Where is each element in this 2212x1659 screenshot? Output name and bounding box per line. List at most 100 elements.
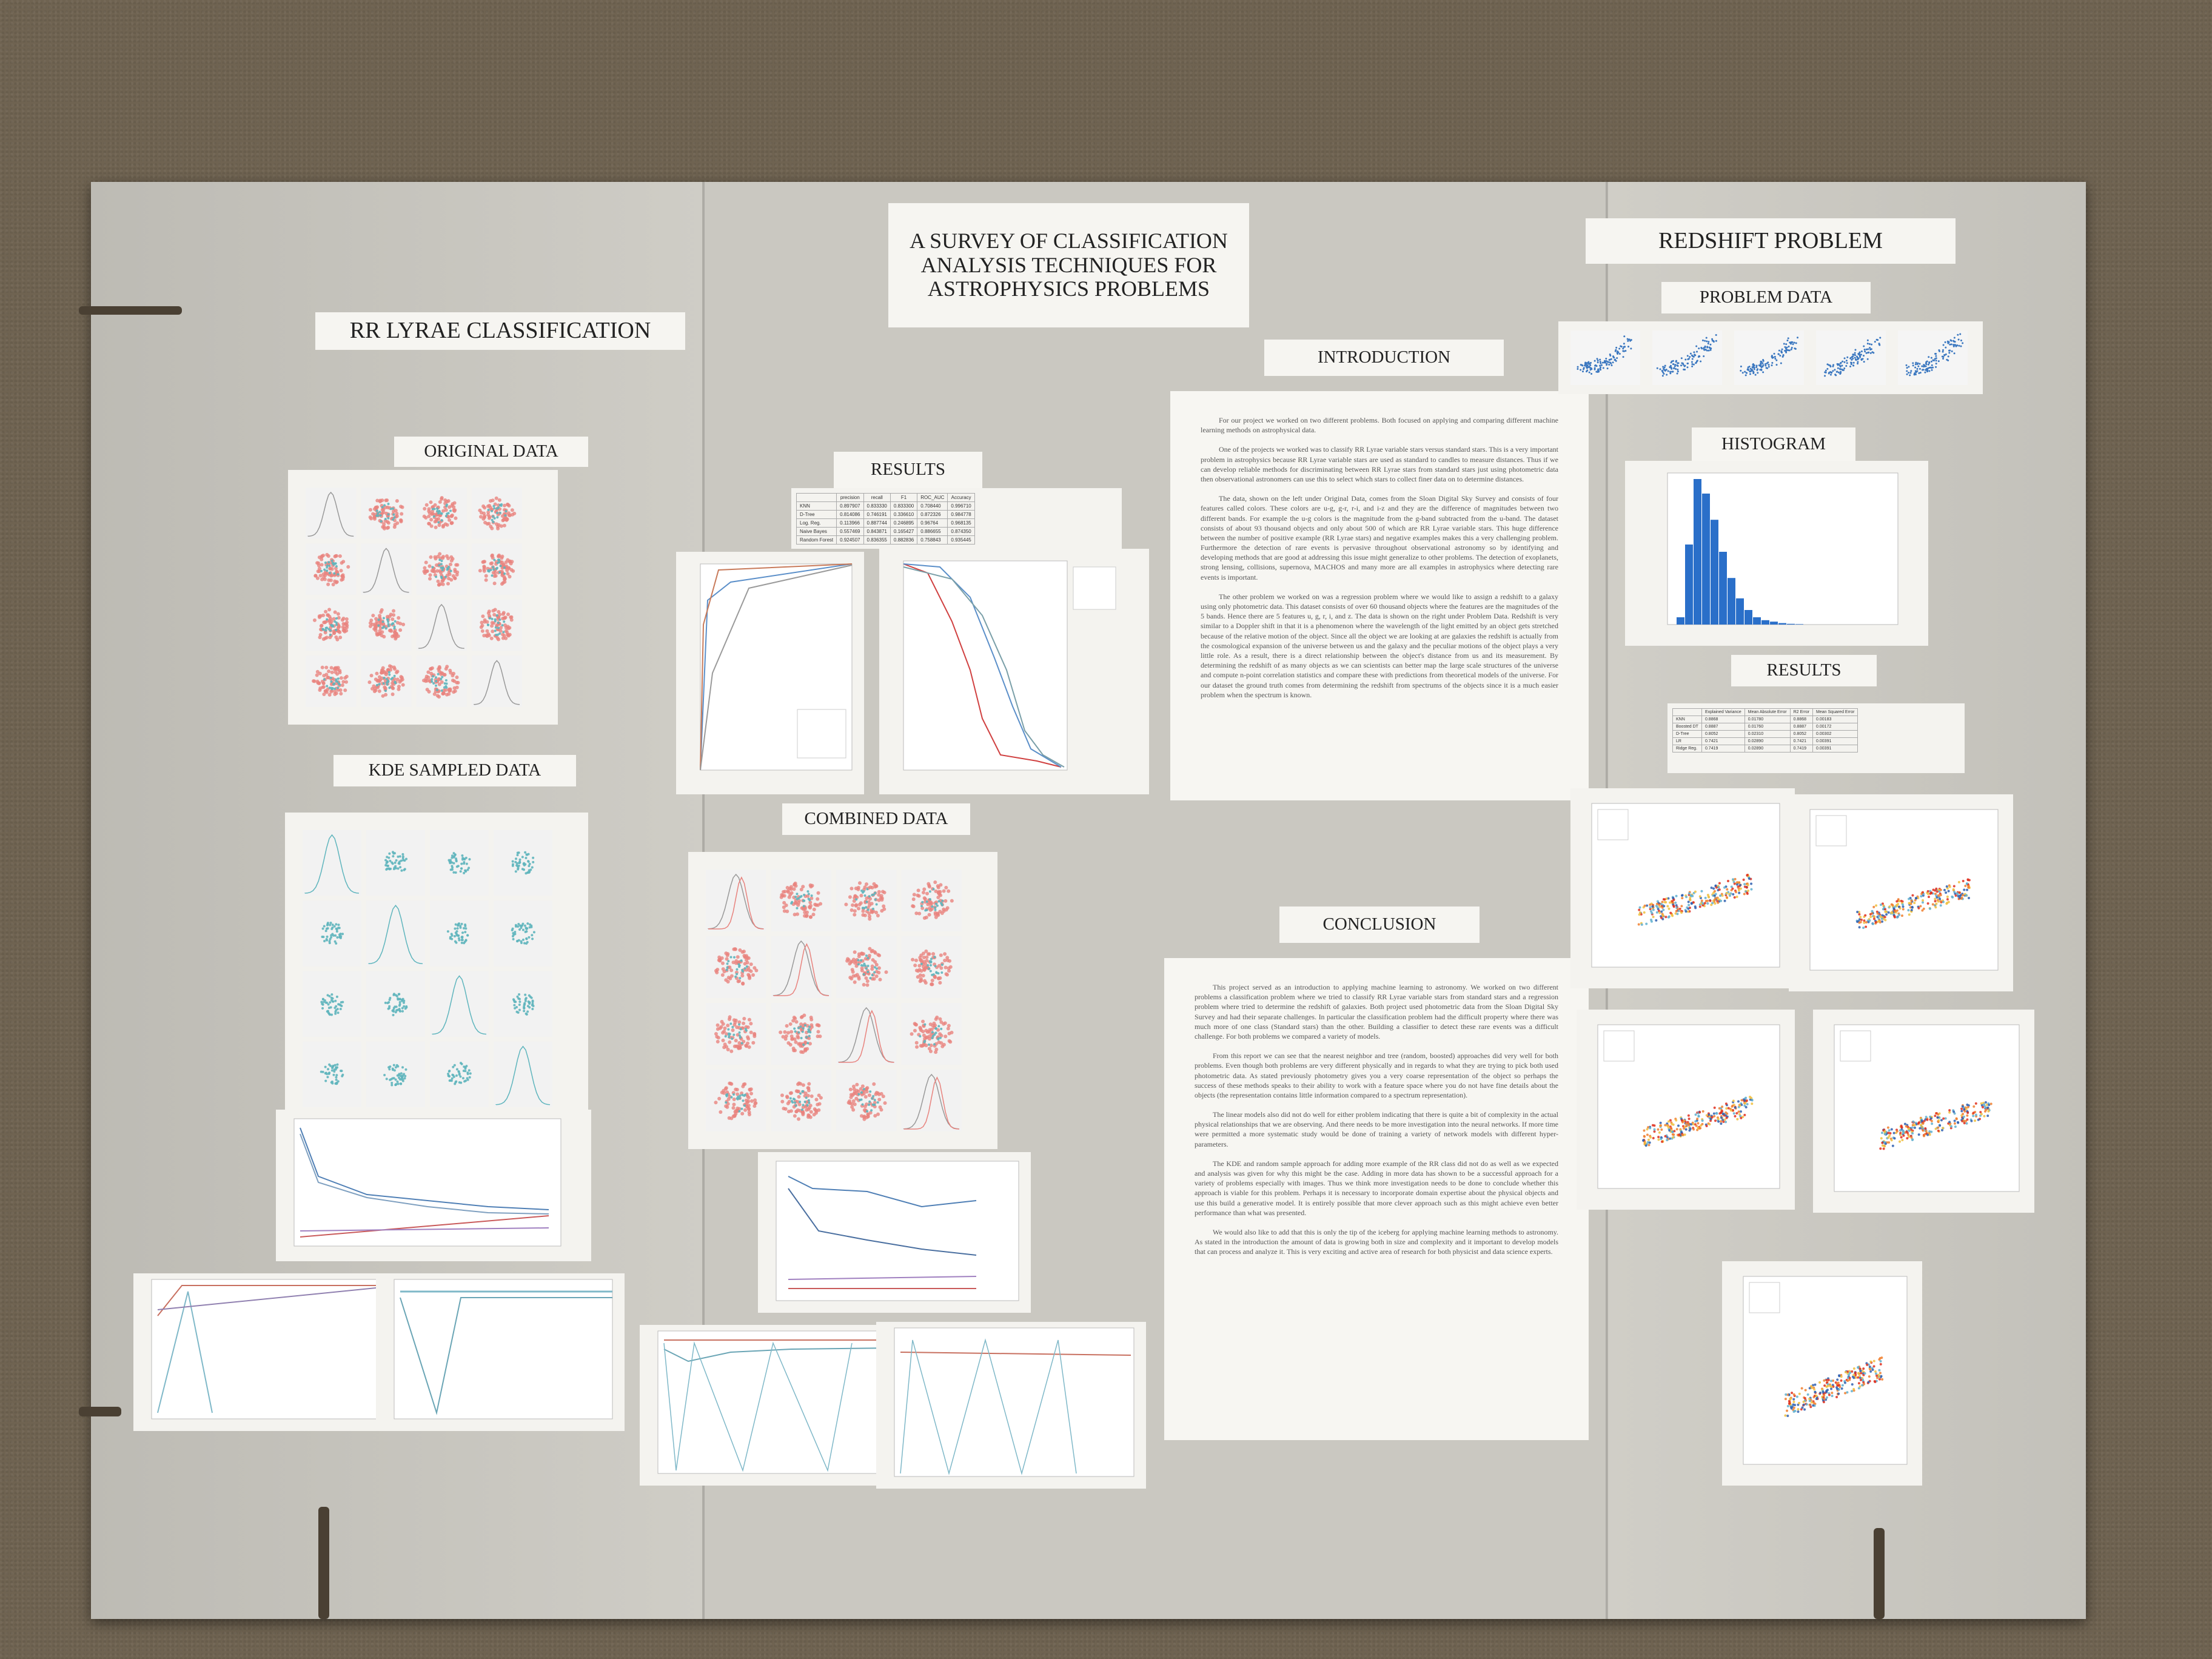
table-cell: 0.882836 — [890, 535, 918, 545]
table-row: KNN 0.897907 0.833330 0.833300 0.708440 0.996… — [796, 501, 975, 511]
redshift-prediction-figure — [1722, 1261, 1922, 1486]
table-cell: 0.02890 — [1744, 737, 1791, 745]
intro-paragraph: The other problem we worked on was a reg… — [1201, 592, 1558, 699]
table-row: Log. Reg. 0.113966 0.887744 0.246895 0.96764… — [796, 518, 975, 528]
table-header-cell: R2 Error — [1789, 708, 1814, 716]
pairplot-figure — [306, 488, 522, 707]
learning-curve-figure — [276, 1110, 591, 1261]
table-cell: 0.924507 — [836, 535, 864, 545]
accuracy-curve-plot — [894, 1327, 1134, 1477]
redshift-prediction-figure — [1577, 1010, 1795, 1210]
board-slot — [318, 1507, 329, 1619]
conclusion-text: This project served as an introduction t… — [1164, 958, 1589, 1440]
histogram-bar — [1795, 624, 1803, 625]
table-cell: 0.02890 — [1744, 745, 1791, 752]
original-data-pairplot — [288, 470, 558, 725]
table-header-cell: Mean Squared Error — [1812, 708, 1858, 716]
poster-title: A SURVEY OF CLASSIFICATION ANALYSIS TECH… — [888, 203, 1249, 327]
table-cell: KNN — [1672, 716, 1702, 723]
conclusion-heading: CONCLUSION — [1279, 907, 1480, 943]
intro-paragraph: One of the projects we worked was to cla… — [1201, 445, 1558, 483]
table-cell: 0.00172 — [1812, 723, 1858, 731]
table-cell: 0.00302 — [1812, 730, 1858, 738]
combined-data-pairplot — [688, 852, 997, 1149]
table-cell: 0.8052 — [1701, 730, 1745, 738]
table-cell: 0.7419 — [1701, 745, 1745, 752]
table-cell: 0.872326 — [917, 510, 948, 519]
table-cell: 0.746191 — [863, 510, 891, 519]
conclusion-paragraph: The KDE and random sample approach for a… — [1195, 1159, 1558, 1217]
table-cell: 0.7421 — [1701, 737, 1745, 745]
introduction-text: For our project we worked on two differe… — [1170, 391, 1589, 800]
redshift-histogram — [1667, 472, 1899, 625]
table-header-cell: Explained Variance — [1701, 708, 1745, 716]
roc-curve-figure — [676, 552, 864, 794]
intro-paragraph: For our project we worked on two differe… — [1201, 416, 1558, 435]
table-cell: 0.7419 — [1789, 745, 1814, 752]
precision-recall-figure — [879, 549, 1149, 794]
table-header-cell — [1672, 708, 1702, 716]
introduction-heading: INTRODUCTION — [1264, 340, 1504, 376]
prediction-scatter — [1597, 1024, 1780, 1189]
histogram-bar — [1702, 494, 1710, 625]
table-cell: 0.01760 — [1744, 723, 1791, 731]
combined-accuracy-figure-2 — [876, 1322, 1146, 1489]
rr-lyrae-heading: RR LYRAE CLASSIFICATION — [315, 312, 685, 350]
prediction-scatter — [1834, 1024, 2020, 1192]
table-cell: 0.996710 — [947, 501, 975, 511]
pairplot-figure — [706, 870, 962, 1131]
table-cell: 0.984778 — [947, 510, 975, 519]
conclusion-paragraph: This project served as an introduction t… — [1195, 983, 1558, 1041]
table-row: LR 0.7421 0.02890 0.7421 0.00391 — [1672, 737, 1858, 745]
board-slot — [1874, 1528, 1885, 1619]
board-slot — [79, 1407, 121, 1416]
table-cell: 0.246895 — [890, 518, 918, 528]
rr-results-table: precision recall F1 ROC_AUC Accuracy KNN 0.897… — [796, 493, 975, 545]
table-header-cell: F1 — [890, 493, 918, 502]
prediction-scatter — [1809, 809, 1999, 971]
table-cell: 0.00183 — [1812, 716, 1858, 723]
histogram-bar — [1736, 598, 1744, 625]
histogram-bar — [1744, 610, 1752, 625]
pairplot-figure — [303, 830, 552, 1107]
table-cell: 0.833330 — [863, 501, 891, 511]
kde-sampled-data-heading: KDE SAMPLED DATA — [333, 755, 576, 786]
results-heading-right: RESULTS — [1731, 655, 1877, 686]
table-cell: Log. Reg. — [796, 518, 837, 528]
table-cell: 0.02310 — [1744, 730, 1791, 738]
table-header-cell: recall — [863, 493, 891, 502]
accuracy-curve-plot — [394, 1279, 613, 1419]
original-data-heading: ORIGINAL DATA — [394, 437, 588, 467]
histogram-bar — [1770, 622, 1778, 625]
histogram-bar — [1761, 620, 1769, 625]
redshift-problem-heading: REDSHIFT PROBLEM — [1586, 218, 1956, 264]
table-cell: 0.836355 — [863, 535, 891, 545]
histogram-bar — [1685, 545, 1693, 625]
combined-learning-curve-figure — [758, 1152, 1031, 1313]
table-header-cell: Mean Absolute Error — [1744, 708, 1791, 716]
table-cell: D-Tree — [1672, 730, 1702, 738]
histogram-bar — [1711, 520, 1718, 625]
prediction-scatter — [1743, 1276, 1908, 1465]
board-slot — [79, 306, 182, 315]
table-cell: 0.886655 — [917, 527, 948, 536]
table-cell: LR — [1672, 737, 1702, 745]
kde-sampled-pairplot — [285, 813, 588, 1125]
table-cell: Ridge Reg. — [1672, 745, 1702, 752]
table-cell: Boosted DT — [1672, 723, 1702, 731]
poster-board: A SURVEY OF CLASSIFICATION ANALYSIS TECH… — [79, 182, 2086, 1619]
table-cell: 0.897907 — [836, 501, 864, 511]
problem-data-heading: PROBLEM DATA — [1661, 282, 1871, 313]
roc-curve-plot — [700, 563, 853, 771]
table-cell: 0.336610 — [890, 510, 918, 519]
results-heading-left: RESULTS — [834, 452, 982, 488]
combined-data-heading: COMBINED DATA — [782, 803, 970, 835]
table-cell: Random Forest — [796, 535, 837, 545]
table-cell: 0.874350 — [947, 527, 975, 536]
table-cell: 0.935445 — [947, 535, 975, 545]
table-cell: 0.8052 — [1789, 730, 1814, 738]
conclusion-paragraph: We would also like to add that this is o… — [1195, 1227, 1558, 1256]
histogram-bar — [1787, 623, 1795, 625]
accuracy-curve-figure-1 — [133, 1273, 400, 1431]
problem-data-figure — [1558, 321, 1983, 394]
